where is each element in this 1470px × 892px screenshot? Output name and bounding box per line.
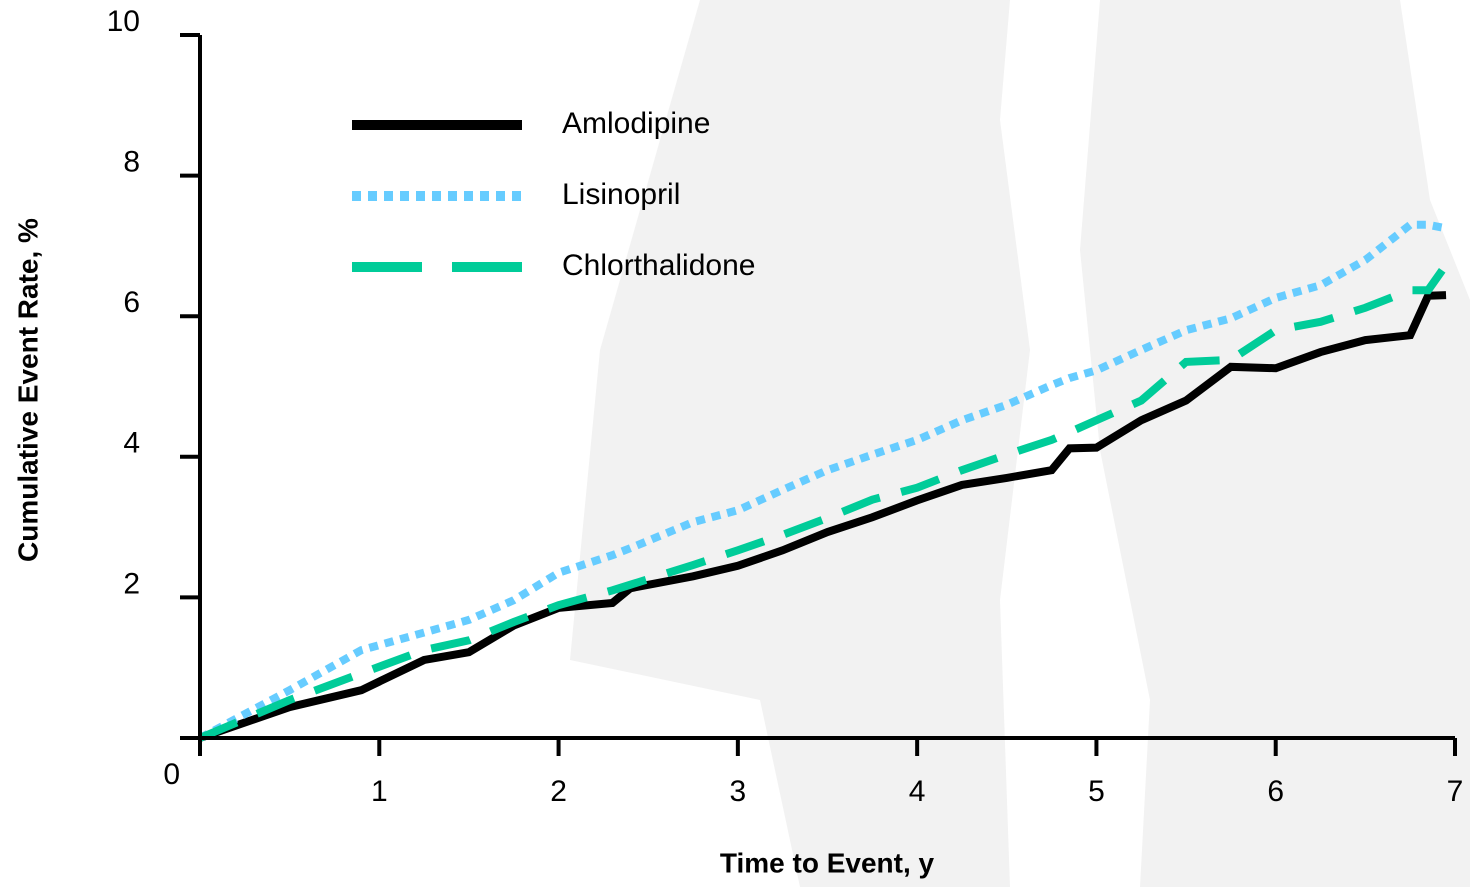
legend-label: Lisinopril: [562, 178, 680, 211]
y-tick-label: 8: [123, 146, 140, 179]
background-figures: [570, 0, 1470, 887]
x-tick-label: 4: [909, 775, 926, 808]
x-tick-label: 5: [1088, 775, 1105, 808]
x-tick-label: 3: [730, 775, 747, 808]
legend-label: Amlodipine: [562, 107, 710, 140]
x-axis-label: Time to Event, y: [720, 847, 935, 878]
y-tick-label: 10: [107, 5, 140, 38]
legend-label: Chlorthalidone: [562, 249, 755, 282]
x-tick-label: 7: [1447, 775, 1464, 808]
y-tick-label: 4: [123, 427, 140, 460]
x-tick-label: 2: [550, 775, 567, 808]
series-line: [198, 262, 1450, 742]
y-tick-label: 0: [163, 758, 180, 791]
y-tick-label: 2: [123, 567, 140, 600]
y-tick-label: 6: [123, 286, 140, 319]
x-tick-label: 1: [371, 775, 388, 808]
y-axis-label: Cumulative Event Rate, %: [12, 218, 43, 562]
x-tick-label: 6: [1267, 775, 1284, 808]
series-line: [198, 291, 1447, 742]
series-line: [198, 220, 1447, 742]
